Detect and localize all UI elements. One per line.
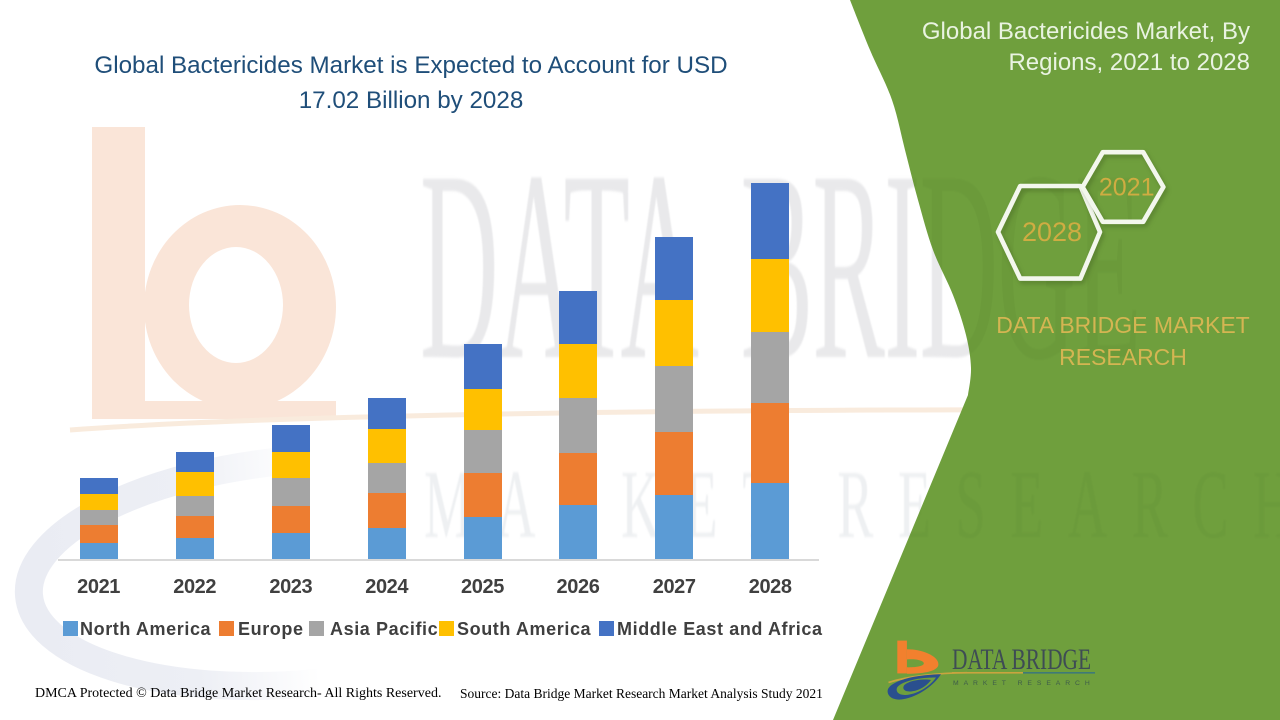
svg-text:DATA BRIDGE: DATA BRIDGE — [952, 643, 1091, 676]
svg-text:2021: 2021 — [1099, 174, 1155, 202]
svg-text:MARKET RESEARCH: MARKET RESEARCH — [953, 680, 1094, 687]
svg-text:2028: 2028 — [1022, 217, 1082, 247]
